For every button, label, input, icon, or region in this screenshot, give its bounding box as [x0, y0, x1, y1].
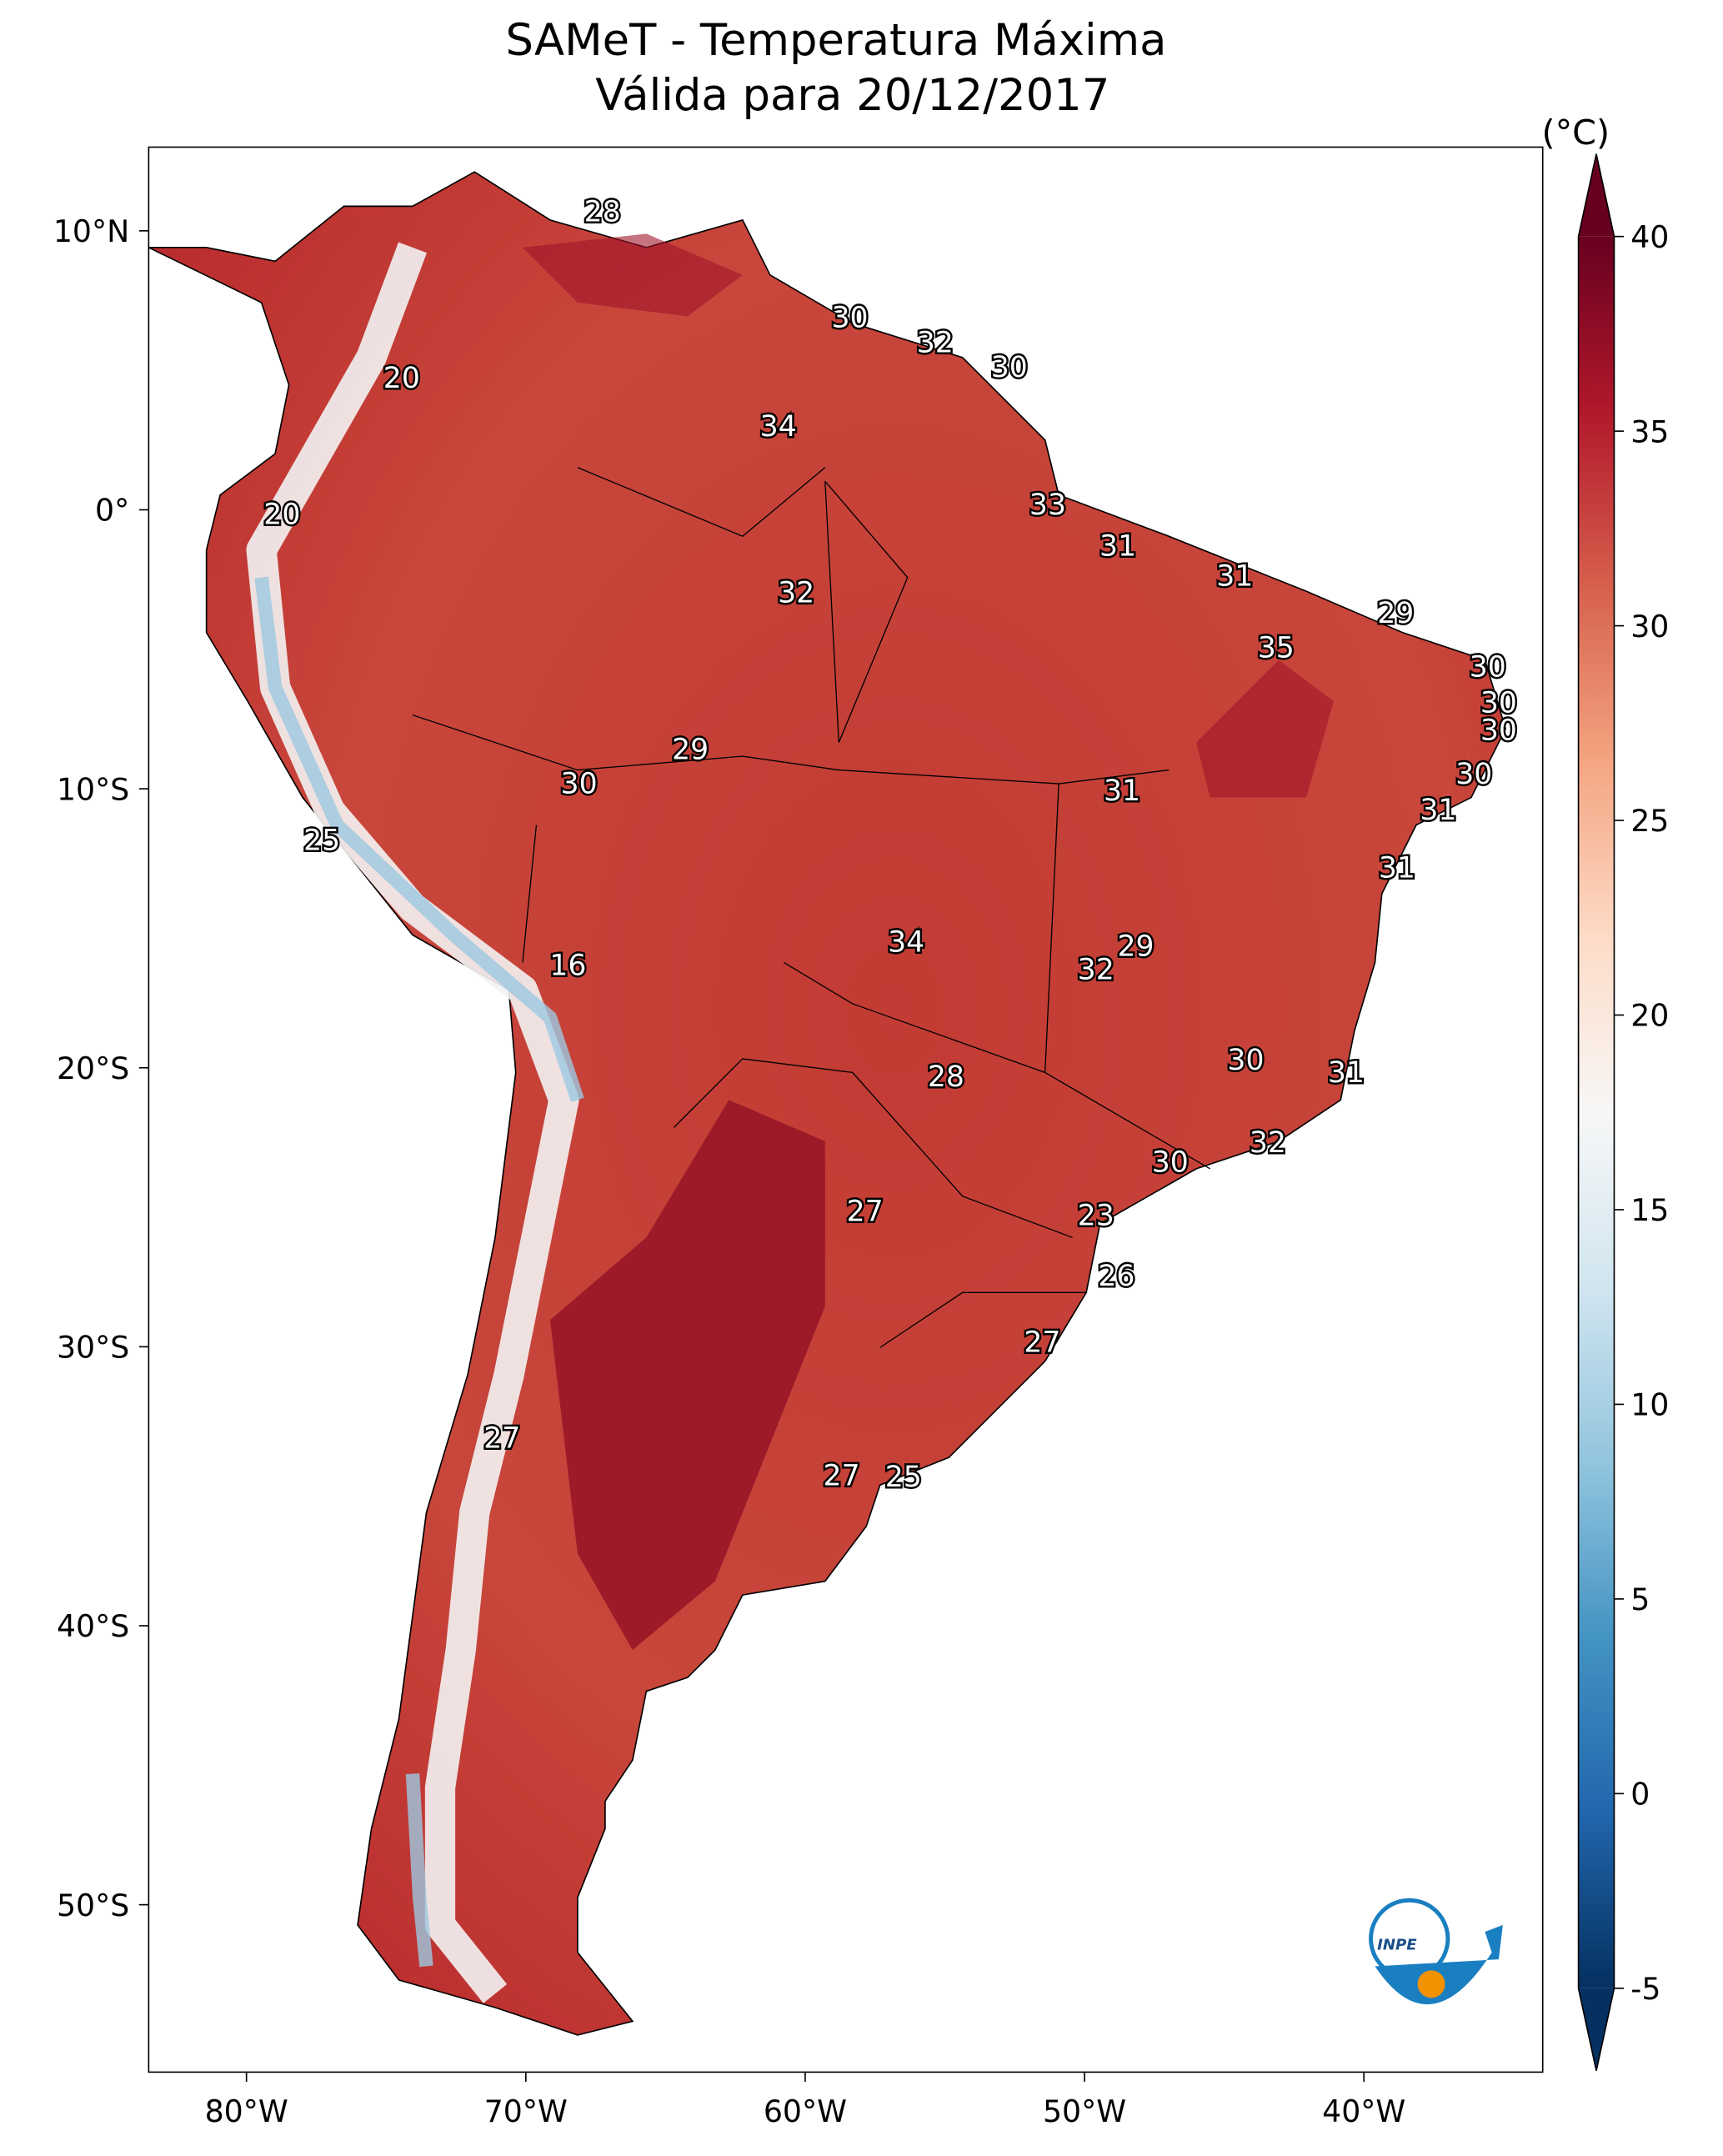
temperature-label: 35: [1258, 631, 1295, 664]
colorbar-tick-label: 25: [1630, 803, 1669, 839]
x-tick-label: 50°W: [1043, 2093, 1126, 2129]
land: [148, 171, 1507, 2036]
temperature-label: 34: [760, 410, 797, 444]
title: SAMeT - Temperatura Máxima: [506, 15, 1167, 66]
temperature-label: 30: [991, 351, 1028, 384]
y-tick-label: 0°: [95, 493, 129, 529]
colorbar-tick-label: 40: [1630, 219, 1669, 255]
y-tick-label: 50°S: [57, 1888, 129, 1923]
dark-region: [1196, 659, 1335, 798]
colorbar-tick-label: 5: [1630, 1582, 1650, 1617]
colorbar-extend-min: [1578, 1988, 1615, 2071]
temperature-label: 25: [885, 1461, 922, 1494]
andes-cool: [246, 242, 579, 2003]
colorbar-tick-label: 20: [1630, 998, 1669, 1034]
colorbar: [1578, 236, 1615, 1988]
temperature-label: 30: [1480, 714, 1517, 747]
temperature-label: 30: [1455, 758, 1492, 791]
temperature-label: 23: [1078, 1200, 1114, 1233]
temperature-label: 33: [1029, 489, 1066, 522]
temperature-label: 30: [1152, 1146, 1189, 1179]
temperature-label: 30: [1227, 1044, 1264, 1077]
y-tick-label: 10°S: [57, 771, 129, 807]
y-tick-label: 20°S: [57, 1050, 129, 1086]
temperature-label: 20: [263, 498, 300, 531]
colorbar-tick-label: 10: [1630, 1387, 1669, 1423]
temperature-label: 32: [1250, 1126, 1286, 1160]
x-tick-label: 60°W: [764, 2093, 847, 2129]
temperature-label: 30: [561, 768, 598, 801]
temperature-label: 32: [917, 326, 954, 359]
temperature-label: 27: [483, 1422, 520, 1456]
temperature-label: 20: [383, 362, 420, 395]
logo: INPE: [1369, 1898, 1503, 2005]
logo-text: INPE: [1377, 1937, 1417, 1954]
temperature-label: 27: [824, 1459, 860, 1492]
temperature-label: 26: [1098, 1260, 1134, 1293]
map-frame: [148, 146, 1544, 2073]
colorbar-tick-label: 0: [1630, 1777, 1650, 1813]
andes-cold: [254, 576, 584, 1968]
dark-region: [522, 233, 743, 317]
colorbar-tick-label: -5: [1630, 1971, 1660, 2007]
temperature-label: 31: [1216, 560, 1253, 594]
temperature-label: 31: [1328, 1056, 1365, 1090]
temperature-label: 30: [1480, 686, 1517, 720]
y-tick-label: 10°N: [53, 213, 129, 249]
temperature-label: 34: [888, 925, 924, 959]
temperature-label: 27: [847, 1196, 884, 1229]
colorbar-tick-label: 30: [1630, 609, 1669, 644]
temperature-label: 32: [778, 576, 814, 609]
temperature-label: 31: [1420, 794, 1456, 827]
colorbar-tick-label: 35: [1630, 414, 1669, 449]
temperature-label: 30: [831, 302, 868, 335]
temperature-label: 31: [1099, 529, 1136, 563]
colorbar-label: (°C): [1541, 113, 1610, 153]
temperature-label: 28: [584, 196, 621, 229]
temperature-label: 30: [1470, 651, 1506, 684]
y-tick-label: 30°S: [57, 1330, 129, 1366]
dark-region: [549, 1100, 825, 1651]
x-tick-label: 80°W: [205, 2093, 288, 2129]
subtitle: Válida para 20/12/2017: [595, 70, 1109, 121]
y-tick-label: 40°S: [57, 1608, 129, 1644]
colorbar-extend-max: [1578, 153, 1615, 237]
temperature-label: 16: [549, 949, 586, 982]
temperature-label: 32: [1078, 953, 1114, 986]
temperature-label: 28: [928, 1060, 964, 1094]
colorbar-tick-label: 15: [1630, 1192, 1669, 1228]
temperature-label: 31: [1104, 775, 1140, 808]
borders: [412, 467, 1210, 1348]
map: [148, 171, 1507, 2036]
temperature-label: 29: [672, 733, 709, 766]
x-tick-label: 70°W: [484, 2093, 568, 2129]
x-tick-label: 40°W: [1322, 2093, 1405, 2129]
temperature-label: 31: [1379, 851, 1415, 885]
temperature-label: 29: [1117, 930, 1154, 963]
temperature-label: 29: [1377, 597, 1414, 630]
temperature-label: 25: [303, 824, 340, 857]
temperature-label: 27: [1024, 1326, 1060, 1359]
